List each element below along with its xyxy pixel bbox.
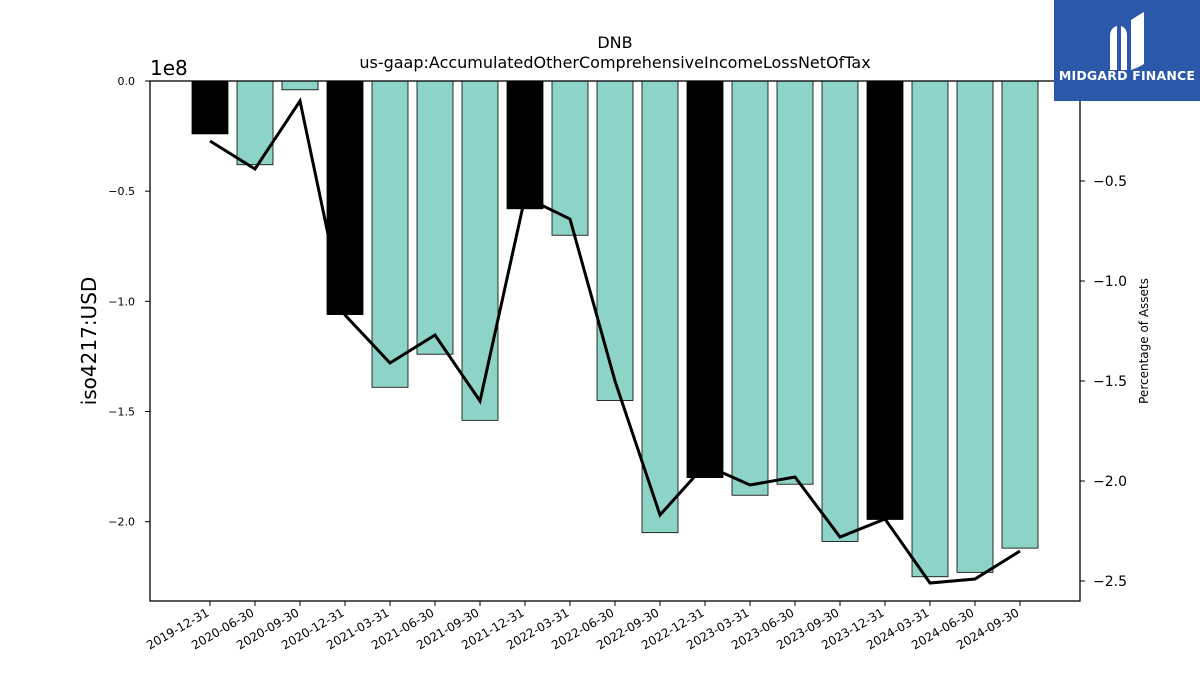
bars [191, 80, 1039, 578]
bar-2019-12-31 [191, 80, 229, 135]
bar-2022-03-31 [551, 80, 589, 236]
bar-2021-09-30 [461, 80, 499, 421]
y-tick-label: −1.5 [108, 406, 135, 419]
bar-2020-09-30 [281, 80, 319, 91]
y2-tick-label: −1.0 [1093, 274, 1127, 290]
midgard-logo-icon [1110, 12, 1144, 70]
y2-tick-label: −0.5 [1093, 174, 1127, 190]
y2-tick-label: −2.5 [1093, 574, 1127, 590]
y2-axis-label: Percentage of Assets [1137, 278, 1151, 404]
y2-tick-label: −1.5 [1093, 374, 1127, 390]
y2-tick-label: −2.0 [1093, 474, 1127, 490]
chart-subtitle: us-gaap:AccumulatedOtherComprehensiveInc… [359, 53, 870, 72]
ratio-line-layer [209, 97, 1021, 585]
bar-2023-06-30 [776, 80, 814, 485]
y-tick-label: −2.0 [108, 516, 135, 529]
y-tick-label: −1.0 [108, 295, 135, 308]
y-axis-offset-text: 1e8 [150, 56, 188, 80]
y-tick-label: 0.0 [118, 75, 136, 88]
y-axis-label: iso4217:USD [77, 277, 101, 406]
brand-logo: MIDGARD FINANCE [1054, 0, 1200, 101]
bar-2021-06-30 [416, 80, 454, 355]
bar-2024-09-30 [1001, 80, 1039, 549]
chart-title: DNB [597, 33, 632, 52]
bar-2022-12-31 [686, 80, 724, 479]
brand-name: MIDGARD FINANCE [1058, 68, 1196, 83]
bar-2023-03-31 [731, 80, 769, 496]
bar-2023-09-30 [821, 80, 859, 542]
y-tick-label: −0.5 [108, 185, 135, 198]
bar-2023-12-31 [866, 80, 904, 520]
bar-2021-12-31 [506, 80, 544, 210]
bar-2024-06-30 [956, 80, 994, 573]
bar-2020-12-31 [326, 80, 364, 315]
bar-2022-06-30 [596, 80, 634, 401]
bar-2022-09-30 [641, 80, 679, 534]
bar-2021-03-31 [371, 80, 409, 388]
bar-2024-03-31 [911, 80, 949, 578]
